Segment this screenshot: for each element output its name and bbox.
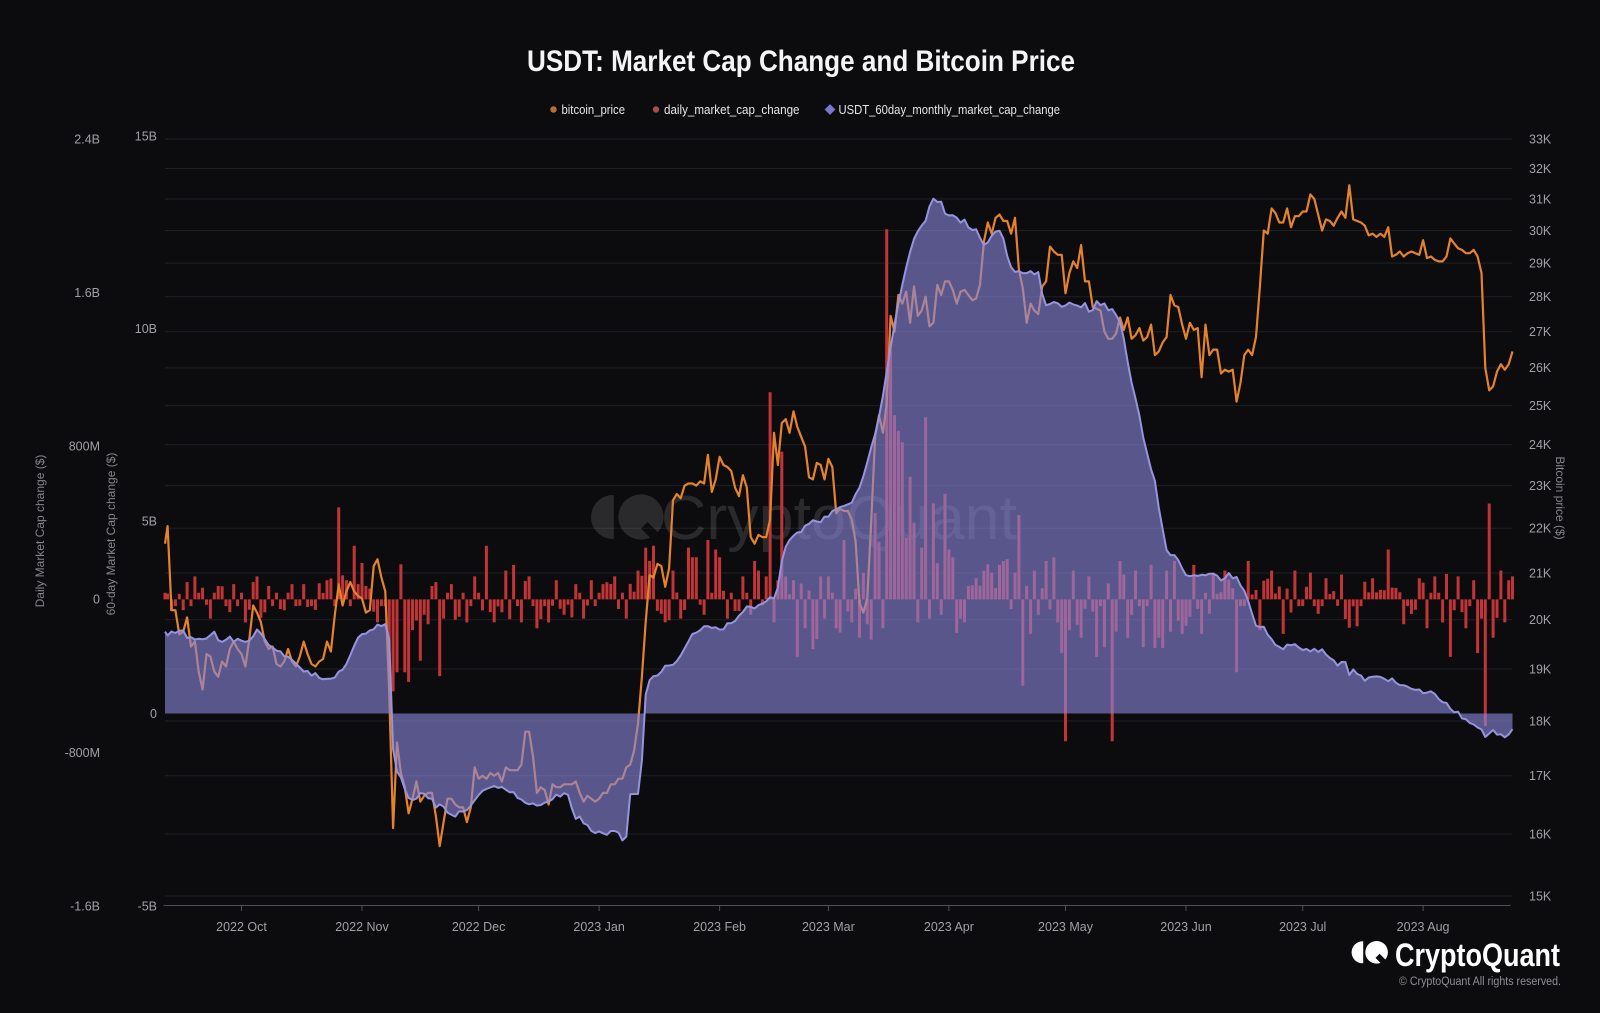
- svg-text:10B: 10B: [135, 322, 157, 336]
- svg-text:26K: 26K: [1529, 361, 1552, 375]
- svg-text:2023 Jun: 2023 Jun: [1160, 920, 1211, 934]
- svg-text:0: 0: [150, 707, 157, 721]
- svg-text:2022 Dec: 2022 Dec: [452, 920, 506, 934]
- svg-text:-1.6B: -1.6B: [70, 900, 100, 914]
- svg-text:0: 0: [93, 593, 100, 607]
- svg-text:24K: 24K: [1529, 438, 1552, 452]
- svg-text:2023 Aug: 2023 Aug: [1397, 920, 1450, 934]
- svg-text:25K: 25K: [1529, 399, 1552, 413]
- svg-text:17K: 17K: [1529, 769, 1552, 783]
- svg-text:2023 Apr: 2023 Apr: [924, 920, 974, 934]
- svg-text:USDT: Market Cap Change and Bi: USDT: Market Cap Change and Bitcoin Pric…: [527, 45, 1075, 78]
- svg-text:29K: 29K: [1529, 256, 1552, 270]
- svg-text:2023 May: 2023 May: [1038, 920, 1094, 934]
- svg-text:22K: 22K: [1529, 522, 1552, 536]
- svg-text:19K: 19K: [1529, 662, 1552, 676]
- svg-text:27K: 27K: [1529, 325, 1552, 339]
- svg-text:20K: 20K: [1529, 613, 1552, 627]
- svg-text:bitcoin_price: bitcoin_price: [562, 102, 626, 117]
- svg-text:© CryptoQuant All rights reser: © CryptoQuant All rights reserved.: [1399, 976, 1561, 988]
- svg-text:daily_market_cap_change: daily_market_cap_change: [664, 102, 800, 117]
- svg-text:23K: 23K: [1529, 479, 1552, 493]
- svg-text:2022 Oct: 2022 Oct: [216, 920, 267, 934]
- svg-text:2023 Jul: 2023 Jul: [1279, 920, 1326, 934]
- svg-text:-5B: -5B: [138, 899, 157, 913]
- svg-text:15B: 15B: [135, 129, 157, 143]
- svg-text:21K: 21K: [1529, 566, 1552, 580]
- svg-text:16K: 16K: [1529, 827, 1552, 841]
- svg-text:33K: 33K: [1529, 132, 1552, 146]
- svg-text:Bitcoin price ($): Bitcoin price ($): [1553, 456, 1567, 539]
- svg-text:800M: 800M: [69, 439, 100, 453]
- svg-text:-800M: -800M: [65, 746, 100, 760]
- svg-text:Daily Market Cap change ($): Daily Market Cap change ($): [33, 455, 47, 608]
- svg-text:1.6B: 1.6B: [74, 286, 100, 300]
- svg-text:2.4B: 2.4B: [74, 133, 100, 147]
- svg-text:28K: 28K: [1529, 290, 1552, 304]
- svg-text:60-day Market Cap change ($): 60-day Market Cap change ($): [104, 453, 118, 616]
- svg-text:15K: 15K: [1529, 889, 1552, 903]
- svg-text:2023 Jan: 2023 Jan: [573, 920, 624, 934]
- svg-text:32K: 32K: [1529, 162, 1552, 176]
- svg-text:CryptoQuant: CryptoQuant: [1395, 937, 1560, 973]
- svg-text:31K: 31K: [1529, 192, 1552, 206]
- svg-text:2023 Mar: 2023 Mar: [802, 920, 855, 934]
- svg-text:30K: 30K: [1529, 224, 1552, 238]
- svg-text:18K: 18K: [1529, 714, 1552, 728]
- svg-text:USDT_60day_monthly_market_cap_: USDT_60day_monthly_market_cap_change: [839, 102, 1061, 117]
- svg-text:2022 Nov: 2022 Nov: [335, 920, 389, 934]
- svg-text:2023 Feb: 2023 Feb: [693, 920, 746, 934]
- svg-text:5B: 5B: [142, 514, 157, 528]
